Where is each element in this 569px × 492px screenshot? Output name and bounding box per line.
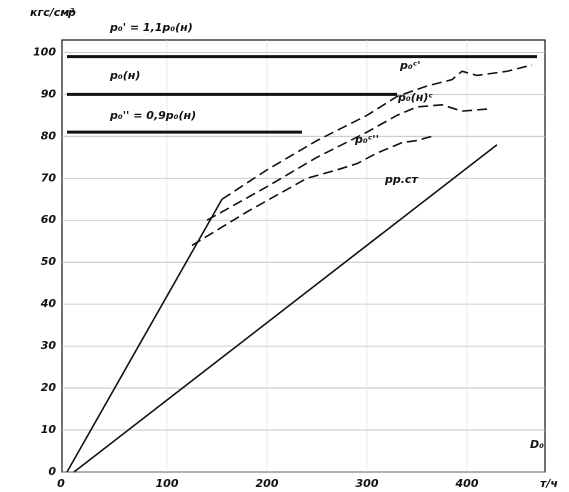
series-line <box>206 104 488 221</box>
x-tick-label: 300 <box>356 477 379 490</box>
x-tick-label: 100 <box>156 477 179 490</box>
plot-frame <box>61 39 546 473</box>
series-label: pр.ст <box>384 173 418 186</box>
x-unit: т/ч <box>540 477 558 490</box>
y-tick-label: 70 <box>41 171 57 184</box>
y-tick-label: 50 <box>41 255 57 268</box>
y-tick-label: 100 <box>33 45 56 58</box>
y-tick-label: 40 <box>40 297 57 310</box>
y-label: p <box>67 6 76 19</box>
series-line <box>191 135 433 247</box>
series-label: p₀(н) <box>109 69 140 82</box>
y-tick-label: 10 <box>41 423 57 436</box>
series-label: p₀' = 1,1p₀(н) <box>109 21 193 34</box>
y-tick-label: 30 <box>41 339 57 352</box>
y-tick-label: 90 <box>41 87 57 100</box>
y-tick-label: 0 <box>48 465 56 478</box>
series-label: p₀'' = 0,9p₀(н) <box>109 109 196 122</box>
x-tick-label: 0 <box>57 477 65 490</box>
x-tick-label: 200 <box>256 477 279 490</box>
series-line <box>221 64 533 200</box>
x-label: D₀ <box>530 438 544 451</box>
y-tick-label: 20 <box>41 381 57 394</box>
series-line <box>73 144 498 473</box>
series-label: p₀ᶜ'' <box>354 133 379 146</box>
y-tick-label: 80 <box>41 129 57 142</box>
series-label: p₀(н)ᶜ <box>397 91 433 104</box>
y-tick-label: 60 <box>41 213 57 226</box>
x-tick-label: 400 <box>455 477 479 490</box>
series-line <box>66 198 223 473</box>
y-unit: кгс/см² <box>30 6 74 19</box>
series-label: p₀ᶜ' <box>399 59 421 72</box>
